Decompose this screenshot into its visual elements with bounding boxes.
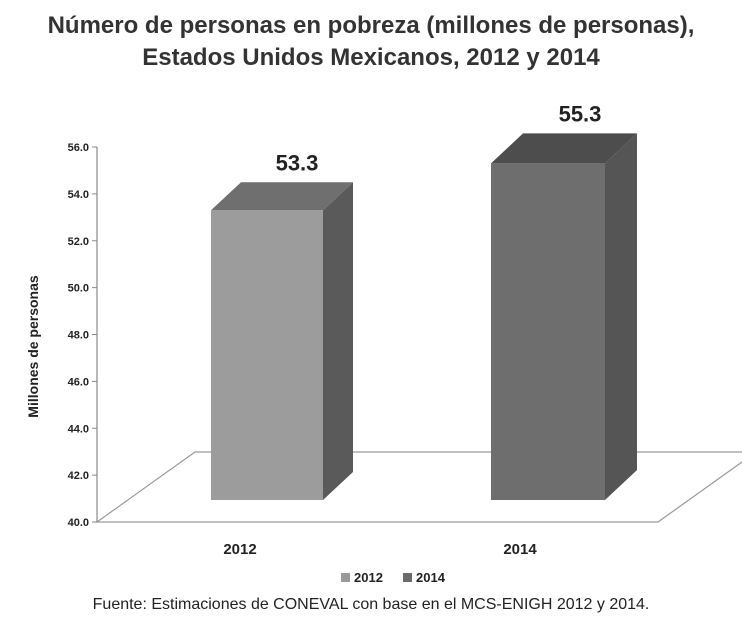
legend-swatch-2014 [403,573,412,582]
y-axis-title: Millones de personas [25,275,41,418]
bar-2012 [211,210,323,500]
floor-plane [95,451,742,523]
bar-side-2012 [323,182,353,500]
x-tick-label-2012: 2012 [223,541,256,558]
chart-title-line-1: Número de personas en pobreza (millones … [47,12,695,39]
bar-side-2014 [605,133,637,500]
y-tick-label: 44.0 [68,423,89,435]
legend-swatch-2012 [341,573,350,582]
data-label-2014: 55.3 [559,101,602,126]
y-tick-label: 46.0 [68,376,89,388]
y-tick-label: 40.0 [68,517,89,529]
source-note: Fuente: Estimaciones de CONEVAL con base… [92,596,650,613]
y-tick-label: 42.0 [68,470,89,482]
bar-top-2014 [491,133,637,164]
y-tick-label: 50.0 [68,283,89,295]
y-tick-label: 52.0 [68,236,89,248]
bar-2014 [491,163,605,500]
legend-label-2012: 2012 [354,570,383,585]
data-label-2012: 53.3 [276,150,319,175]
x-tick-label-2014: 2014 [503,541,537,558]
y-tick-label: 54.0 [68,189,89,201]
bar-top-2012 [211,182,353,211]
legend-label-2014: 2014 [416,570,446,585]
chart-title-line-2: Estados Unidos Mexicanos, 2012 y 2014 [142,44,600,71]
y-tick-label: 56.0 [68,142,89,154]
y-tick-label: 48.0 [68,330,89,342]
